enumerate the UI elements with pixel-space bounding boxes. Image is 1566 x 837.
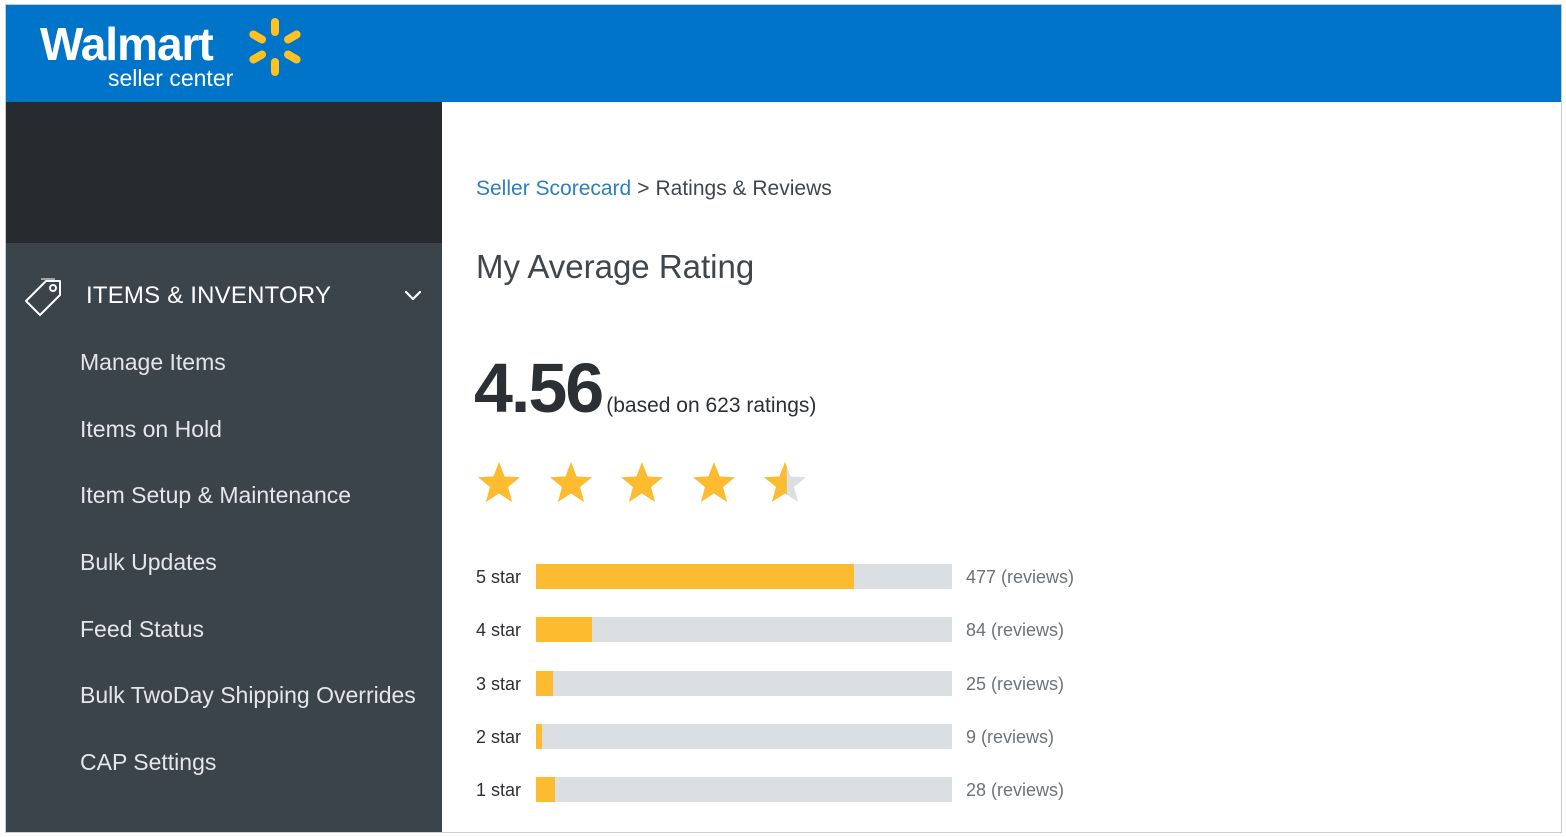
breakdown-row[interactable]: 3 star 25 (reviews) (476, 670, 1126, 697)
rating-count-note: (based on 623 ratings) (606, 394, 817, 417)
breakdown-star-label: 5 star (476, 567, 522, 587)
breakdown-row[interactable]: 5 star 477 (reviews) (476, 564, 1126, 590)
breakdown-bar-fill (536, 723, 542, 749)
sidebar-item-manage-items[interactable]: Manage Items (80, 349, 226, 375)
sidebar-top-panel (6, 102, 442, 243)
sidebar-item-bulk-updates[interactable]: Bulk Updates (80, 549, 217, 576)
breadcrumb-link-seller-scorecard[interactable]: Seller Scorecard (476, 177, 632, 200)
breakdown-row[interactable]: 4 star 84 (reviews) (476, 617, 1126, 643)
spark-icon (249, 18, 301, 76)
breakdown-review-count[interactable]: 84 (reviews) (966, 620, 1065, 641)
average-rating-value: 4.56 (474, 349, 604, 427)
sidebar-section-title: ITEMS & INVENTORY (86, 282, 332, 309)
breakdown-bar-fill (536, 777, 555, 803)
average-rating: 4.56 (based on 623 ratings) (474, 348, 816, 428)
star-icon (621, 462, 663, 502)
breakdown-bar-track (536, 670, 952, 696)
star-icon (478, 462, 520, 502)
chevron-down-icon[interactable] (404, 290, 422, 302)
sidebar: ITEMS & INVENTORY Manage Items Items on … (6, 102, 442, 832)
sidebar-item-items-on-hold[interactable]: Items on Hold (80, 415, 222, 442)
walmart-seller-center-logo[interactable]: Walmart seller center (40, 15, 330, 95)
sidebar-section-items-inventory[interactable]: ITEMS & INVENTORY (6, 268, 442, 324)
breakdown-review-count[interactable]: 9 (reviews) (966, 726, 1055, 747)
logo-wordmark: Walmart (40, 18, 214, 70)
breakdown-bar-fill (536, 617, 593, 643)
sidebar-nav-list: Manage Items Items on Hold Item Setup & … (6, 341, 442, 808)
top-header: Walmart seller center (6, 5, 1561, 102)
breakdown-row[interactable]: 1 star 28 (reviews) (476, 777, 1126, 803)
breakdown-bar-track (536, 617, 952, 643)
breakdown-review-count[interactable]: 477 (reviews) (966, 567, 1075, 587)
logo-subtitle: seller center (108, 65, 234, 91)
breakdown-star-label: 4 star (476, 620, 522, 641)
breakdown-star-label: 3 star (476, 673, 522, 694)
breakdown-review-count[interactable]: 25 (reviews) (966, 673, 1065, 694)
sidebar-item-feed-status[interactable]: Feed Status (80, 615, 205, 642)
breakdown-review-count[interactable]: 28 (reviews) (966, 780, 1065, 801)
breadcrumb-separator: > (637, 177, 650, 200)
page-title: My Average Rating (476, 248, 755, 285)
star-icon (764, 462, 806, 502)
sidebar-item-item-setup-maintenance[interactable]: Item Setup & Maintenance (80, 482, 352, 509)
breadcrumb: Seller Scorecard > Ratings & Reviews (476, 177, 832, 201)
breakdown-bar-track (536, 564, 952, 589)
breakdown-bar-track (536, 777, 952, 803)
breakdown-star-label: 2 star (476, 726, 522, 747)
tag-icon (25, 278, 61, 316)
star-icon (692, 462, 735, 502)
main-content: Seller Scorecard > Ratings & Reviews My Av… (442, 102, 1561, 832)
star-icon (549, 462, 592, 502)
breakdown-bar-fill (536, 670, 553, 696)
sidebar-item-cap-settings[interactable]: CAP Settings (80, 749, 217, 776)
breadcrumb-current: Ratings & Reviews (655, 177, 832, 200)
breakdown-row[interactable]: 2 star 9 (reviews) (476, 723, 1126, 750)
app-window: Walmart seller center (5, 4, 1562, 833)
breakdown-bar-track (536, 723, 952, 749)
breakdown-bar-fill (536, 564, 855, 589)
sidebar-item-bulk-twoday-shipping-overrides[interactable]: Bulk TwoDay Shipping Overrides (80, 682, 416, 709)
breakdown-star-label: 1 star (476, 780, 522, 801)
